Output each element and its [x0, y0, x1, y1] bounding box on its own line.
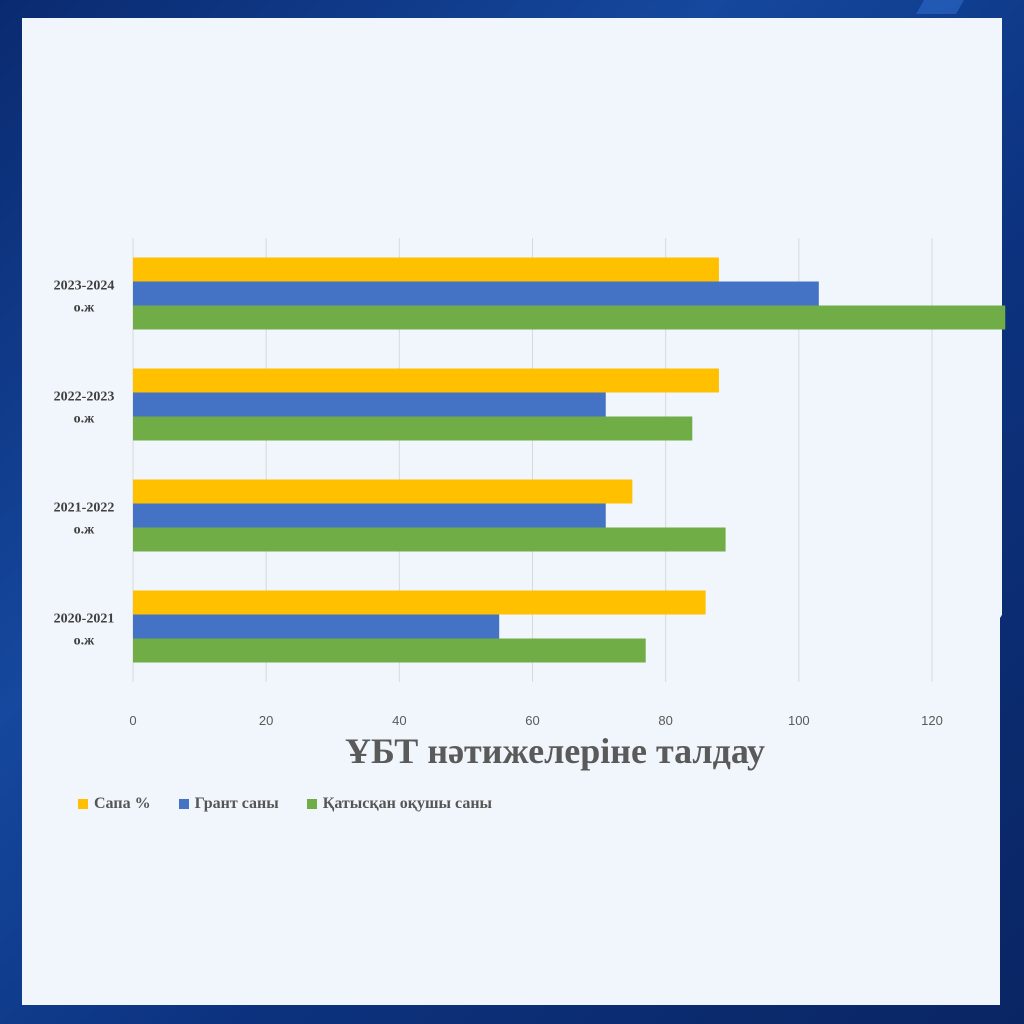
- legend: Сапа % Грант саны Қатысқан оқушы саны: [78, 795, 492, 813]
- bar: [133, 479, 633, 504]
- bar: [133, 392, 606, 417]
- x-tick-label: 100: [788, 713, 810, 728]
- legend-item-participants: Қатысқан оқушы саны: [306, 795, 493, 813]
- y-category-label: 2020-2021: [54, 612, 115, 627]
- legend-item-quality: Сапа %: [78, 795, 151, 813]
- bar: [133, 638, 646, 663]
- x-tick-label: 80: [658, 713, 672, 728]
- x-tick-label: 0: [129, 713, 136, 728]
- x-tick-label: 40: [392, 713, 406, 728]
- legend-label-quality: Сапа %: [94, 795, 151, 812]
- y-category-label: 2021-2022: [54, 501, 115, 516]
- legend-label-participants: Қатысқан оқушы саны: [322, 795, 493, 812]
- bar: [133, 527, 726, 552]
- legend-swatch-grants: [178, 799, 189, 809]
- bar: [133, 368, 719, 393]
- legend-swatch-quality: [78, 799, 88, 809]
- y-category-label: о.ж: [74, 412, 96, 427]
- x-tick-label: 120: [921, 713, 943, 728]
- y-category-label: о.ж: [74, 301, 96, 316]
- y-category-label: о.ж: [74, 523, 96, 538]
- bar: [133, 416, 693, 441]
- bar: [133, 257, 719, 282]
- x-tick-label: 60: [525, 713, 539, 728]
- bar: [133, 590, 706, 615]
- y-category-label: 2022-2023: [54, 390, 115, 405]
- chart-title: ҰБТ нәтижелеріне талдау: [344, 731, 766, 771]
- legend-swatch-participants: [306, 799, 317, 809]
- y-category-label: 2023-2024: [54, 279, 115, 294]
- bar: [133, 503, 606, 528]
- legend-item-grants: Грант саны: [178, 795, 279, 813]
- x-tick-label: 20: [259, 713, 273, 728]
- y-category-label: о.ж: [74, 634, 96, 649]
- bar: [133, 305, 1006, 330]
- bar: [133, 614, 500, 639]
- legend-label-grants: Грант саны: [194, 795, 279, 812]
- bar: [133, 281, 819, 306]
